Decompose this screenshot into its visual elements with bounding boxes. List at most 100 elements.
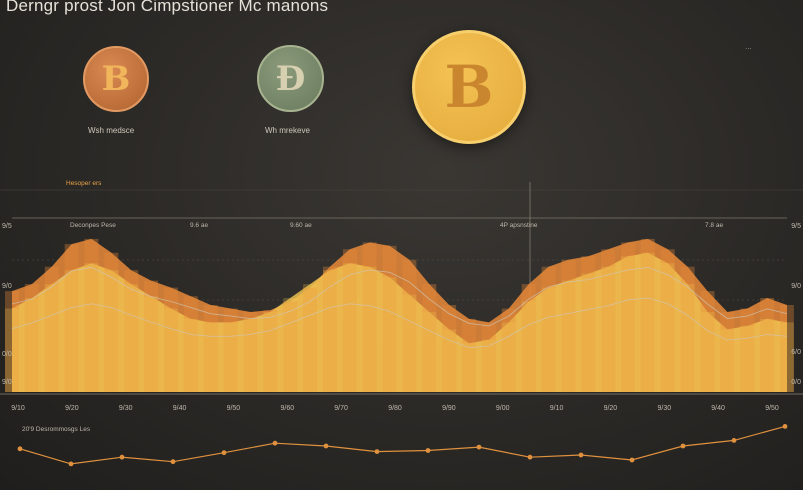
lower-line-point-13 (680, 443, 686, 449)
bar-s1-35 (700, 312, 715, 392)
bar-s0-17 (342, 249, 357, 392)
x-tick-label-3: 9/40 (173, 405, 187, 412)
lower-line-point-1 (68, 461, 74, 467)
col-label-3: 9.60 ae (290, 222, 312, 229)
lower-line-point-14 (731, 438, 737, 443)
coin-gold: B (412, 30, 526, 144)
bar-s1-10 (203, 322, 218, 392)
bar-s1-31 (621, 256, 635, 392)
bar-s1-13 (263, 312, 278, 392)
lower-line-point-5 (272, 440, 278, 446)
bar-s0-30 (601, 249, 616, 392)
bar-s0-3 (64, 244, 79, 392)
bar-s0-20 (402, 259, 417, 392)
bar-s1-22 (442, 329, 457, 392)
trend-line-1 (11, 297, 788, 349)
col-label-4: 4P apsnstine (500, 222, 538, 229)
bar-s0-7 (144, 280, 158, 392)
bar-s0-16 (323, 266, 337, 392)
bar-s0-28 (561, 259, 576, 392)
bar-s0-39 (780, 305, 794, 392)
bar-s0-18 (362, 242, 377, 392)
area-series-1 (12, 252, 787, 392)
y-tick-right-3: 0/0 (791, 379, 801, 386)
x-tick-label-0: 9/10 (11, 405, 25, 412)
y-tick-left-2: 0/0 (2, 351, 12, 358)
y-tick-left-1: 9/0 (2, 283, 12, 290)
bar-s1-25 (501, 322, 516, 392)
bar-s0-19 (382, 245, 397, 392)
bar-s0-34 (680, 266, 695, 392)
bar-s0-24 (482, 322, 496, 392)
y-tick-right-0: 9/5 (791, 223, 801, 230)
lower-line-point-11 (578, 452, 584, 458)
bar-s0-29 (581, 256, 596, 392)
bar-s1-30 (601, 266, 616, 392)
y-tick-right-2: 6/0 (791, 349, 801, 356)
bar-s0-10 (203, 305, 218, 392)
bar-s0-4 (84, 238, 99, 392)
bar-s0-0 (5, 291, 19, 392)
bar-s1-6 (124, 284, 139, 392)
coin-gold-symbol: B (444, 53, 494, 121)
bar-s1-20 (402, 294, 417, 392)
lower-line-point-12 (629, 457, 635, 463)
bar-s0-32 (640, 238, 655, 392)
lower-line-point-15 (782, 424, 788, 429)
section-header: Hesoper ers (66, 180, 102, 187)
x-tick-label-2: 9/30 (119, 405, 133, 412)
bar-s1-12 (243, 318, 258, 392)
bar-s1-4 (84, 263, 99, 392)
bar-s1-1 (24, 298, 39, 392)
lower-line-point-8 (425, 448, 431, 453)
coin-green-label: Wh mrekeve (265, 126, 310, 135)
bar-s1-23 (462, 343, 476, 392)
bar-s1-9 (183, 318, 198, 392)
bar-s0-9 (183, 296, 198, 392)
col-label-2: 9.6 ae (190, 222, 209, 229)
bar-s1-24 (482, 339, 496, 392)
x-tick-label-12: 9/30 (657, 405, 671, 412)
lower-line-point-7 (374, 449, 380, 454)
bar-s1-34 (680, 284, 695, 392)
bar-s1-37 (740, 325, 755, 392)
trend-line-0 (11, 266, 788, 327)
bar-s0-27 (541, 266, 556, 392)
lower-line-point-3 (170, 459, 176, 465)
bar-s1-27 (541, 287, 556, 392)
x-tick-label-8: 9/90 (442, 405, 456, 412)
bar-s0-2 (44, 266, 59, 392)
bar-s0-37 (740, 308, 755, 392)
bar-s0-13 (263, 310, 278, 392)
bar-s0-35 (700, 291, 715, 392)
bar-s0-1 (24, 284, 39, 392)
lower-chart-label: 20'9 Desrommosgs Les (22, 426, 91, 433)
bar-s0-33 (660, 249, 675, 392)
bar-s1-28 (561, 280, 576, 392)
bar-s1-36 (720, 329, 735, 392)
coin-green-symbol: Đ (275, 58, 306, 99)
bar-s1-14 (283, 298, 298, 392)
x-tick-label-9: 9/00 (496, 405, 510, 412)
x-tick-label-5: 9/60 (280, 405, 294, 412)
bar-s0-23 (462, 318, 476, 392)
bar-s1-38 (760, 318, 775, 392)
bar-s1-15 (303, 284, 317, 392)
lower-line-point-6 (323, 443, 329, 449)
bar-s1-39 (780, 322, 794, 392)
y-tick-right-1: 9/0 (791, 283, 801, 290)
lower-line-series (19, 425, 786, 465)
bar-s0-21 (422, 284, 437, 392)
bar-s1-2 (44, 284, 59, 392)
bar-s0-12 (243, 312, 258, 392)
bar-s0-22 (442, 305, 457, 392)
coin-green: Đ (257, 45, 324, 112)
bar-s1-29 (581, 273, 596, 392)
lower-line-point-4 (221, 450, 227, 456)
col-label-5: 7.8 ae (705, 222, 724, 229)
lower-line-point-10 (527, 454, 533, 460)
lower-line-point-0 (17, 446, 23, 452)
top-right-note: … (745, 44, 752, 51)
bar-s0-31 (621, 242, 635, 392)
